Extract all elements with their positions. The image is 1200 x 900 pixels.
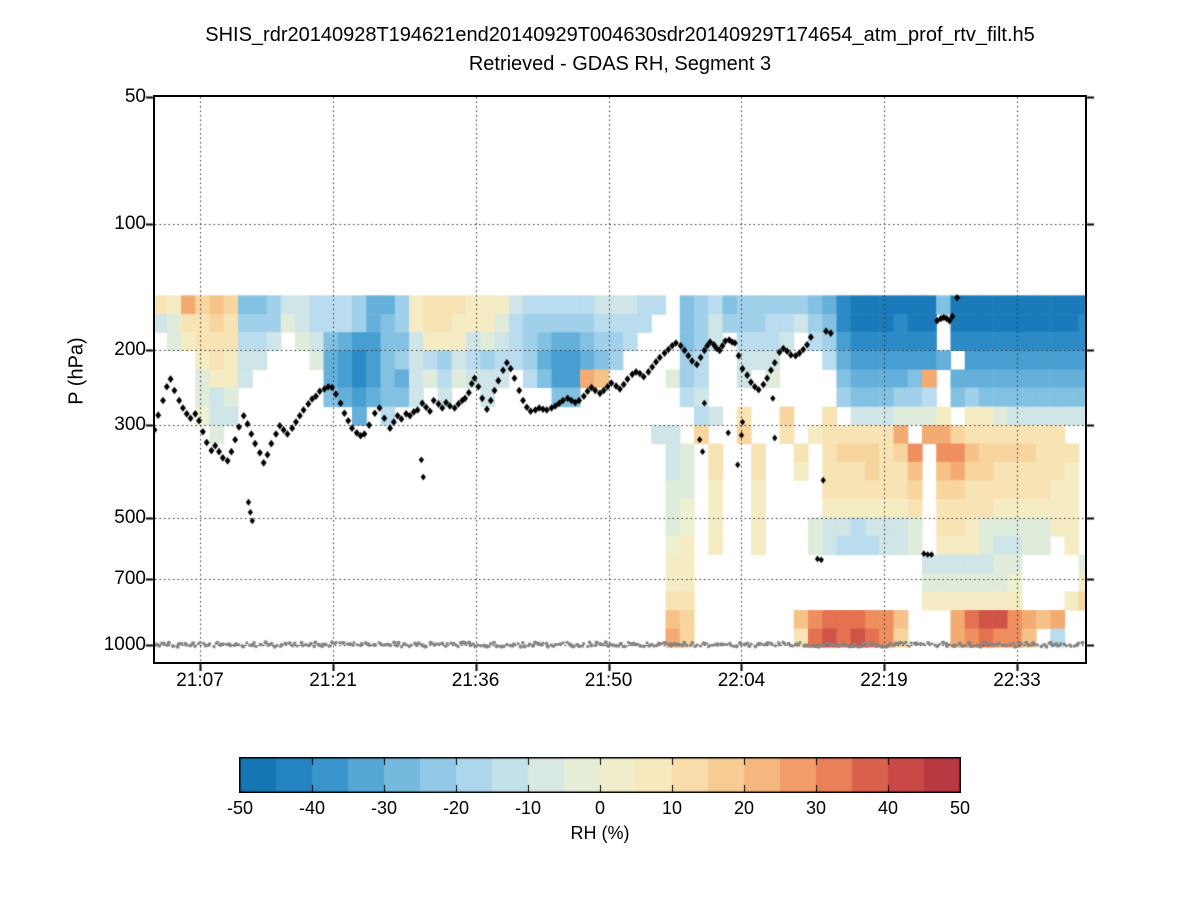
colorbar-tick-label: -10 [514,798,541,818]
x-tick-label: 22:33 [993,670,1041,691]
colorbar-canvas [239,757,961,793]
x-tick-label: 21:21 [309,670,357,691]
x-tick-label: 21:36 [451,670,500,691]
x-tick-label: 21:07 [176,670,224,691]
y-tick-label: 100 [114,212,146,234]
colorbar-tick-label: 20 [733,798,755,818]
y-tick-label: 700 [114,568,146,590]
colorbar-tick-label: 30 [805,798,827,818]
colorbar-tick-label: -30 [370,798,397,818]
colorbar-tick-label: 50 [949,798,971,818]
colorbar-tick-label: 0 [594,798,605,818]
y-tick-label: 300 [114,413,146,435]
colorbar-tick-label: -50 [226,798,253,818]
plot-frame [153,95,1087,664]
colorbar-tick-label: 10 [661,798,683,818]
y-tick-label: 50 [124,86,146,107]
x-tick-label: 22:19 [860,670,908,691]
y-tick-label: 500 [114,506,146,528]
colorbar-label: RH (%) [570,823,630,843]
heatmap-canvas [155,97,1085,662]
figure-subtitle: Retrieved - GDAS RH, Segment 3 [468,53,772,75]
x-tick-label: 22:04 [717,670,766,691]
colorbar-tick-label: 40 [877,798,899,818]
x-tick-label: 21:50 [584,670,633,691]
figure-title: SHIS_rdr20140928T194621end20140929T00463… [205,24,1035,46]
colorbar-tick-label: -20 [442,798,469,818]
colorbar-tick-label: -40 [298,798,325,818]
y-tick-label: 200 [114,339,146,361]
y-tick-label: 1000 [103,633,146,655]
